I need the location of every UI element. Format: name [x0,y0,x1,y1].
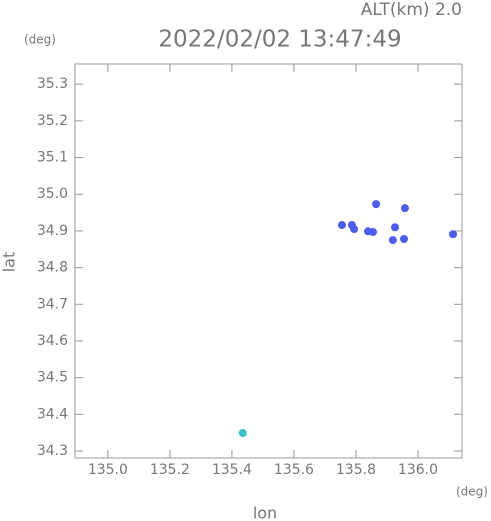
echo-point [388,236,397,245]
y-axis-label: lat [0,252,19,273]
y-tick-label: 34.7 [37,296,68,312]
x-tick-label: 135.8 [336,462,376,478]
echo-point [350,225,359,234]
x-axis-label: lon [253,504,277,521]
echo-point [400,204,409,213]
echo-point [400,234,409,243]
x-tick-label: 135.6 [274,462,314,478]
y-tick-label: 35.2 [37,113,68,129]
echo-point [337,221,346,230]
y-tick-label: 35.3 [37,76,68,92]
y-tick-label: 34.4 [37,406,68,422]
chart-title: 2022/02/02 13:47:49 [158,27,401,53]
y-tick-label: 34.9 [37,223,68,239]
echo-point [369,228,378,237]
echo-point [238,429,247,438]
y-tick-label: 34.8 [37,260,68,276]
y-tick-label: 34.5 [37,370,68,386]
y-tick-label: 35.0 [37,186,68,202]
echo-point [449,230,458,239]
x-tick-label: 135.0 [88,462,128,478]
y-unit: (deg) [24,33,56,47]
echo-point [372,200,381,209]
x-tick-label: 136.0 [398,462,438,478]
y-tick-label: 34.6 [37,333,68,349]
x-tick-label: 135.2 [150,462,190,478]
y-tick-label: 34.3 [37,443,68,459]
echo-point [391,223,400,232]
plot-frame [74,63,463,459]
y-tick-label: 35.1 [37,150,68,166]
x-unit: (deg) [456,485,488,499]
x-tick-label: 135.4 [212,462,252,478]
altitude-label: ALT(km) 2.0 [361,0,462,20]
